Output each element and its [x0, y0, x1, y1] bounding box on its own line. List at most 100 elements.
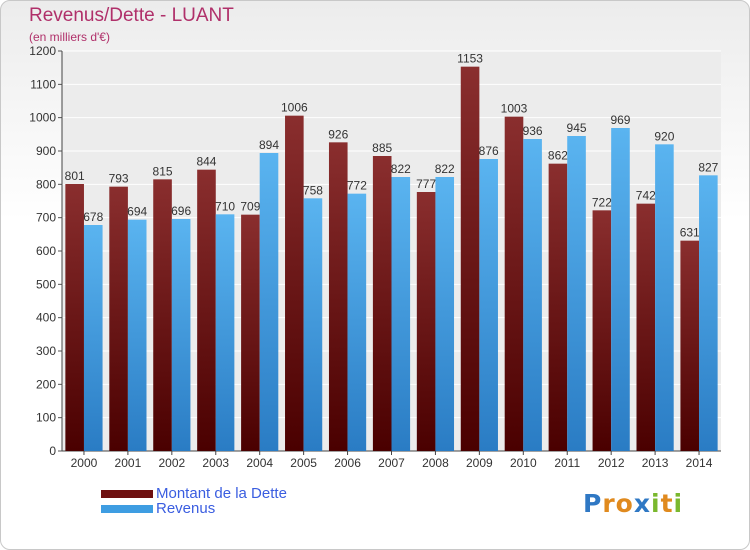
data-label-dette: 1003 — [501, 102, 528, 116]
bar-dette — [548, 163, 568, 451]
data-label-revenus: 694 — [127, 205, 147, 219]
bar-revenus — [347, 193, 367, 451]
bar-revenus — [215, 214, 235, 451]
y-tick-label: 500 — [36, 277, 56, 291]
y-tick-label: 200 — [36, 377, 56, 391]
data-label-dette: 709 — [240, 200, 260, 214]
data-label-dette: 801 — [65, 169, 85, 183]
bar-dette — [153, 179, 172, 452]
bar-dette — [636, 203, 656, 451]
legend-label-dette: Montant de la Dette — [156, 485, 287, 502]
data-label-dette: 722 — [592, 195, 612, 209]
bar-dette — [109, 186, 128, 451]
x-tick-label: 2004 — [246, 456, 273, 470]
data-label-revenus: 678 — [83, 210, 103, 224]
bar-dette — [285, 115, 304, 452]
bar-revenus — [259, 153, 279, 451]
data-label-dette: 793 — [109, 172, 129, 186]
data-label-dette: 777 — [416, 177, 436, 191]
data-label-revenus: 758 — [303, 183, 323, 197]
bar-dette — [372, 156, 392, 451]
x-tick-label: 2000 — [71, 456, 98, 470]
bar-revenus — [567, 136, 586, 451]
bar-revenus — [611, 128, 630, 451]
logo-letter: i — [651, 489, 661, 518]
data-label-revenus: 696 — [171, 204, 191, 218]
y-tick-label: 600 — [36, 244, 56, 258]
data-label-revenus: 920 — [654, 129, 674, 143]
data-label-dette: 844 — [196, 155, 216, 169]
bar-dette — [680, 240, 700, 451]
x-tick-label: 2009 — [466, 456, 493, 470]
data-label-revenus: 876 — [479, 144, 499, 158]
y-tick-label: 800 — [36, 177, 56, 191]
bar-dette — [241, 214, 260, 451]
data-label-dette: 1006 — [281, 101, 308, 115]
chart-title: Revenus/Dette - LUANT — [29, 5, 234, 26]
data-label-revenus: 894 — [259, 138, 279, 152]
logo-letter: r — [602, 489, 616, 518]
chart-subtitle: (en milliers d'€) — [29, 30, 110, 44]
data-label-revenus: 772 — [347, 179, 367, 193]
x-tick-label: 2014 — [686, 456, 713, 470]
bar-dette — [460, 66, 480, 452]
x-tick-label: 2012 — [598, 456, 625, 470]
x-tick-label: 2003 — [202, 456, 229, 470]
bar-revenus — [699, 175, 718, 452]
bar-revenus — [303, 198, 323, 451]
data-label-dette: 631 — [680, 226, 700, 240]
legend-label-revenus: Revenus — [156, 500, 216, 517]
data-label-dette: 926 — [328, 127, 348, 141]
x-tick-label: 2005 — [290, 456, 317, 470]
bar-dette — [416, 192, 436, 451]
legend-swatch-revenus — [101, 505, 153, 513]
y-tick-label: 0 — [49, 444, 56, 458]
data-label-dette: 742 — [636, 189, 656, 203]
bar-revenus — [391, 177, 411, 451]
y-tick-label: 300 — [36, 344, 56, 358]
x-tick-label: 2001 — [115, 456, 142, 470]
y-tick-label: 1100 — [30, 77, 56, 91]
y-tick-label: 1000 — [29, 111, 56, 125]
x-tick-label: 2006 — [334, 456, 361, 470]
y-tick-label: 900 — [36, 144, 56, 158]
bar-dette — [328, 142, 348, 452]
y-tick-label: 1200 — [29, 44, 56, 58]
bar-dette — [197, 169, 216, 451]
logo-letter: i — [673, 489, 684, 518]
data-label-revenus: 822 — [391, 162, 411, 176]
logo-letter: x — [633, 489, 651, 518]
bar-dette — [592, 210, 612, 451]
proxiti-logo: Proxiti — [583, 489, 683, 518]
x-tick-label: 2013 — [642, 456, 669, 470]
x-tick-label: 2010 — [510, 456, 537, 470]
logo-letter: t — [660, 489, 674, 518]
data-label-revenus: 936 — [523, 124, 543, 138]
logo-letter: o — [615, 489, 634, 518]
data-label-revenus: 827 — [698, 160, 718, 174]
bar-revenus — [655, 144, 674, 452]
data-label-dette: 1153 — [457, 52, 483, 66]
data-label-revenus: 969 — [610, 113, 630, 127]
bar-dette — [65, 184, 84, 451]
data-label-revenus: 710 — [215, 199, 235, 213]
legend-swatch-dette — [101, 490, 153, 498]
x-tick-label: 2002 — [158, 456, 185, 470]
data-label-revenus: 945 — [567, 121, 587, 135]
data-label-dette: 815 — [153, 164, 173, 178]
y-tick-label: 400 — [36, 311, 56, 325]
x-tick-label: 2007 — [378, 456, 405, 470]
logo-letter: P — [583, 489, 603, 518]
x-tick-label: 2008 — [422, 456, 449, 470]
data-label-dette: 862 — [548, 149, 568, 163]
bar-revenus — [435, 177, 455, 451]
y-tick-label: 700 — [36, 211, 56, 225]
data-label-revenus: 822 — [435, 162, 455, 176]
bar-revenus — [479, 159, 498, 451]
x-tick-label: 2011 — [554, 456, 580, 470]
bar-revenus — [171, 219, 191, 451]
y-tick-label: 100 — [36, 411, 56, 425]
bar-revenus — [83, 225, 103, 451]
